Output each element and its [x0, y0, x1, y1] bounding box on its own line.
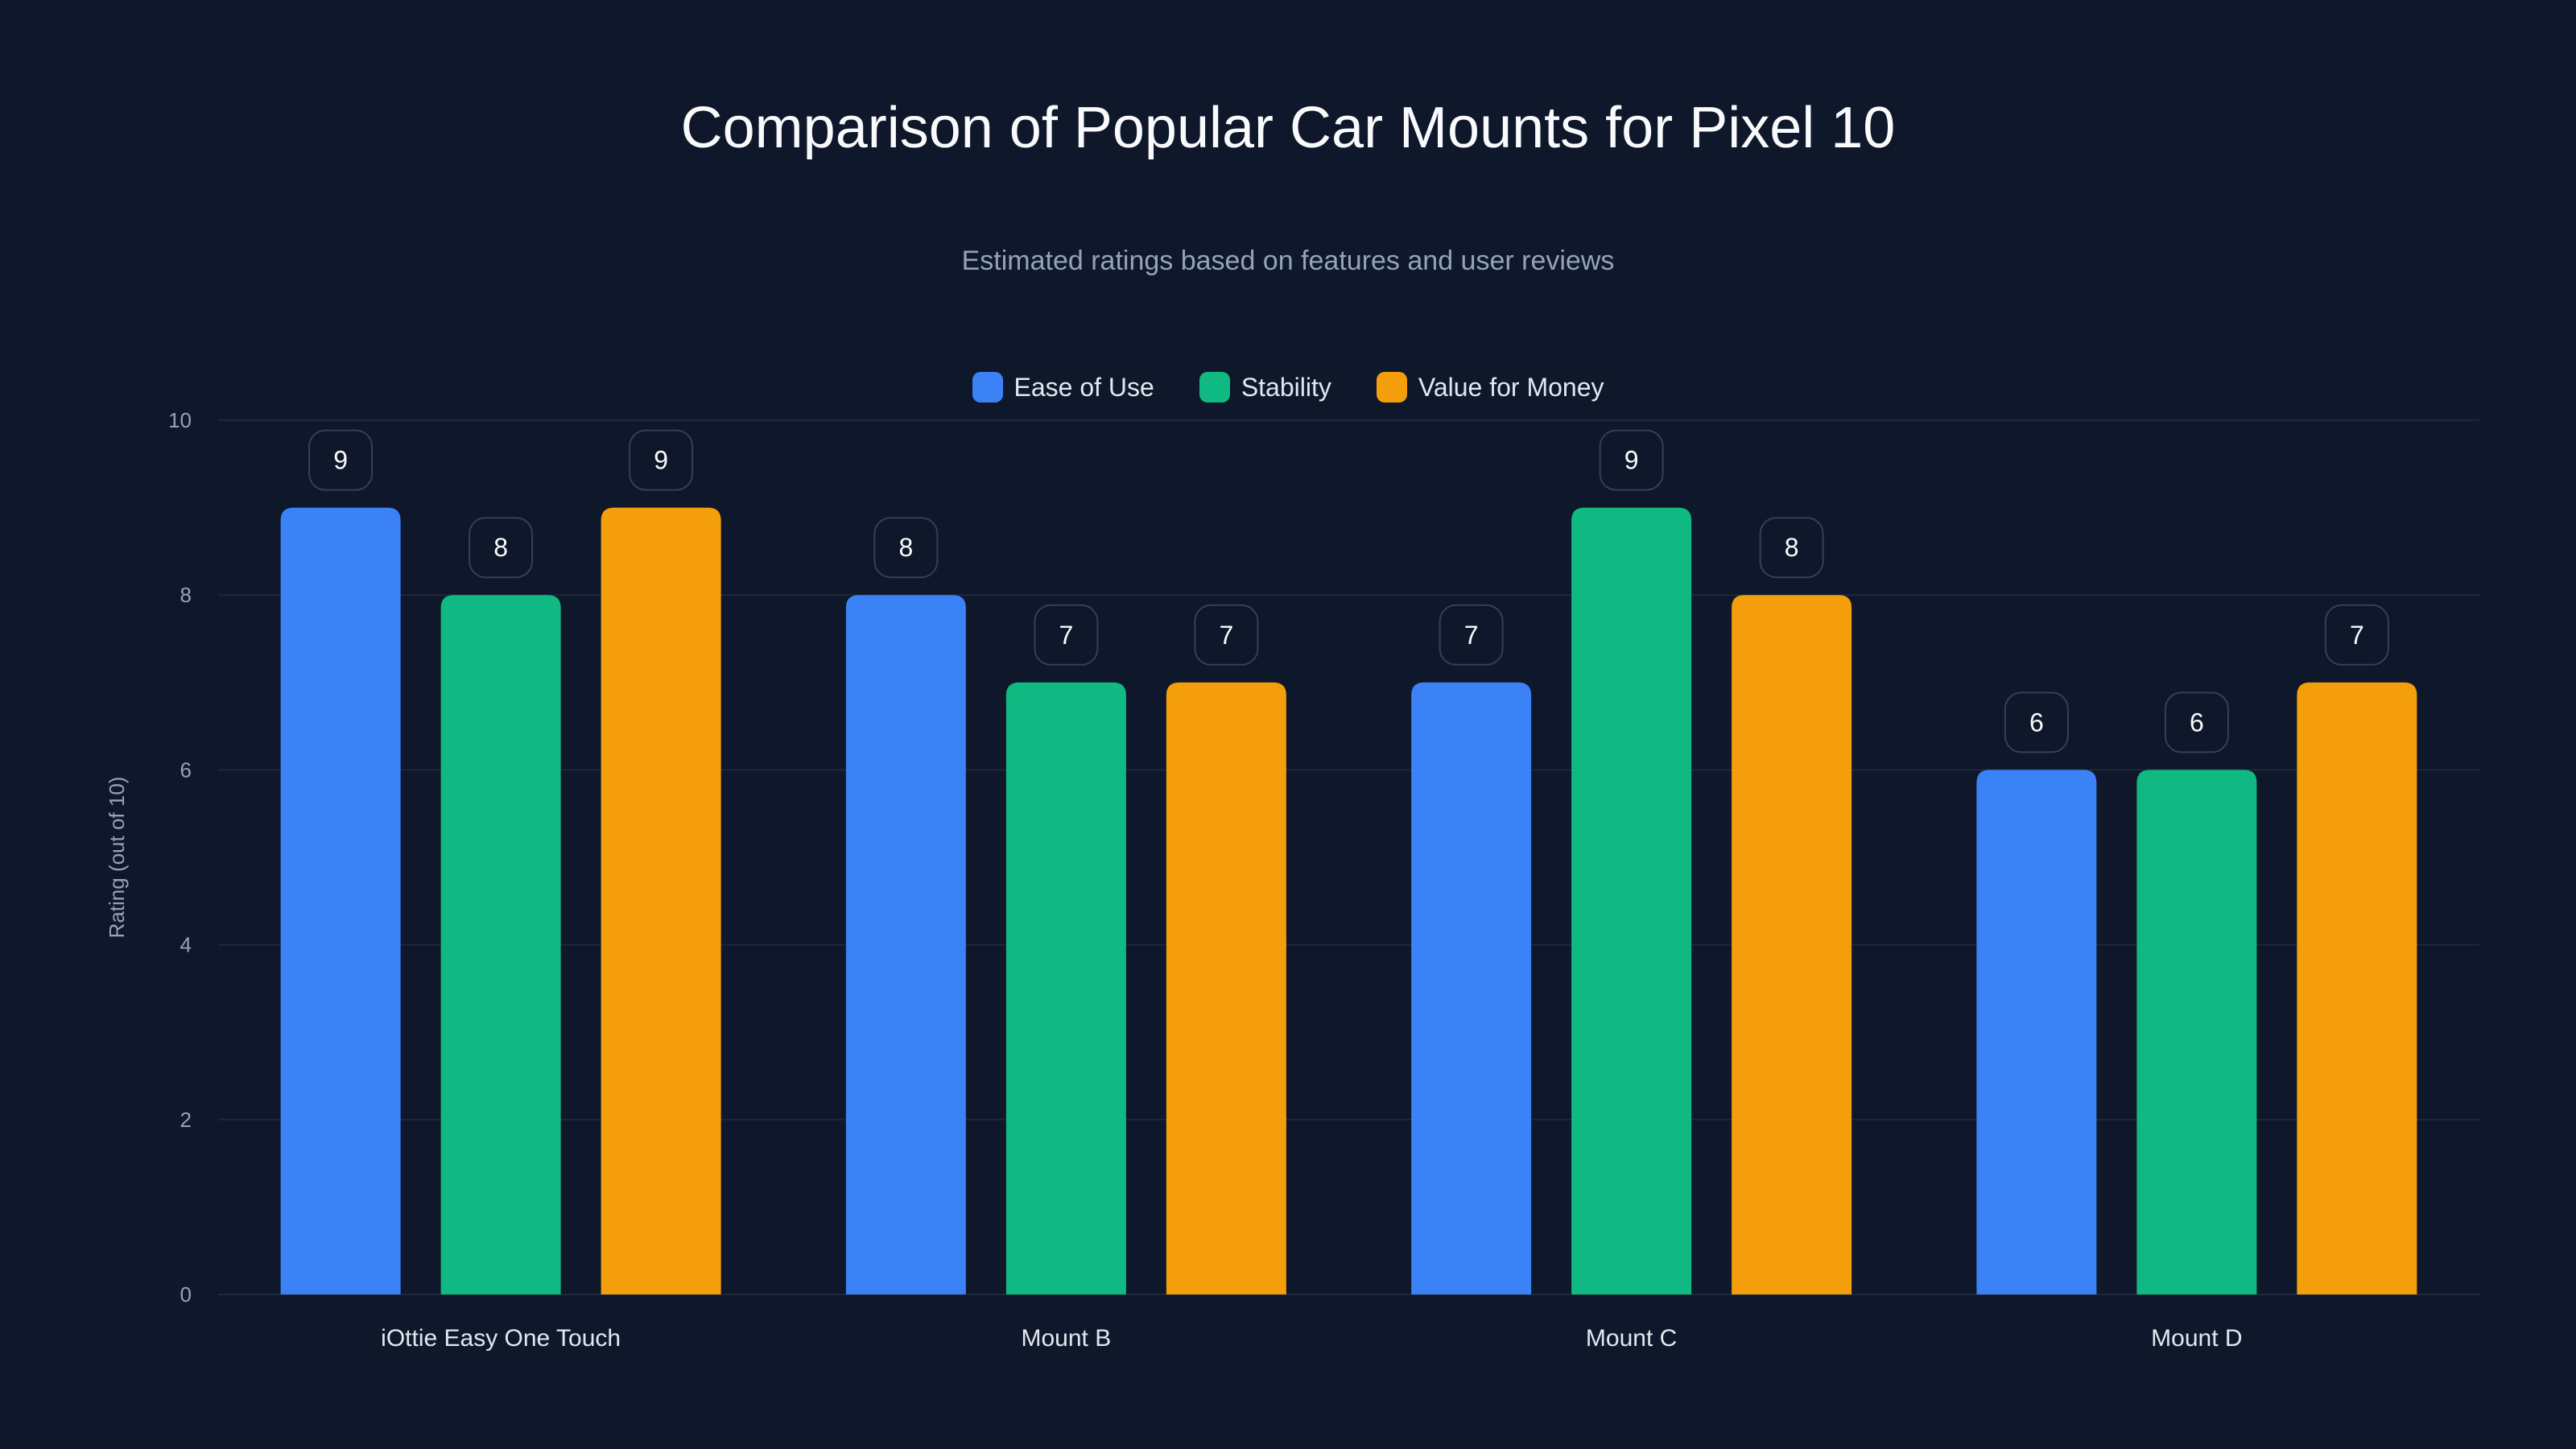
legend-label: Value for Money	[1418, 372, 1604, 402]
legend-label: Stability	[1241, 372, 1331, 402]
bar	[2297, 682, 2417, 1294]
x-tick-label: iOttie Easy One Touch	[381, 1325, 621, 1352]
legend-item-value-for-money[interactable]: Value for Money	[1376, 372, 1604, 402]
data-label: 6	[2029, 708, 2044, 737]
data-label-box	[2164, 691, 2229, 753]
legend-item-ease-of-use[interactable]: Ease of Use	[972, 372, 1154, 402]
y-tick-label: 6	[180, 758, 192, 782]
bar	[1571, 507, 1692, 1294]
data-label-box	[629, 429, 694, 491]
bar	[1732, 595, 1852, 1294]
data-label-box	[1194, 604, 1259, 666]
legend-item-stability[interactable]: Stability	[1199, 372, 1331, 402]
data-label-box	[2324, 604, 2389, 666]
bar	[1411, 682, 1532, 1294]
data-label-box	[1599, 429, 1664, 491]
data-label-box	[1759, 517, 1824, 579]
x-tick-label: Mount B	[1022, 1325, 1112, 1352]
data-label: 9	[654, 446, 668, 475]
legend-swatch	[972, 372, 1003, 402]
data-label: 6	[2190, 708, 2204, 737]
y-tick-label: 8	[180, 583, 192, 607]
y-tick-label: 0	[180, 1282, 192, 1307]
data-label-box	[873, 517, 939, 579]
bar	[440, 595, 561, 1294]
data-label-box	[1034, 604, 1099, 666]
legend-label: Ease of Use	[1013, 372, 1154, 402]
x-tick-label: Mount C	[1586, 1325, 1677, 1352]
y-tick-label: 4	[180, 933, 192, 957]
bar	[1166, 682, 1286, 1294]
chart-subtitle: Estimated ratings based on features and …	[961, 246, 1615, 276]
chart-title: Comparison of Popular Car Mounts for Pix…	[680, 96, 1896, 160]
data-label-box	[469, 517, 534, 579]
legend-swatch	[1199, 372, 1230, 402]
data-label: 9	[1624, 446, 1639, 475]
data-label: 7	[1464, 621, 1479, 650]
bar	[280, 507, 401, 1294]
y-axis-label: Rating (out of 10)	[105, 777, 129, 939]
bar	[1005, 682, 1126, 1294]
data-label: 9	[333, 446, 348, 475]
data-label-box	[2004, 691, 2069, 753]
data-label: 8	[493, 533, 508, 562]
data-label: 8	[1785, 533, 1799, 562]
bar	[1976, 770, 2097, 1294]
data-label: 7	[1219, 621, 1233, 650]
bar	[845, 595, 966, 1294]
y-tick-label: 10	[168, 408, 192, 432]
data-label: 8	[898, 533, 913, 562]
bar	[601, 507, 721, 1294]
x-tick-label: Mount D	[2151, 1325, 2242, 1352]
data-label-box	[1439, 604, 1504, 666]
legend-swatch	[1376, 372, 1407, 402]
y-tick-label: 2	[180, 1108, 192, 1132]
data-label: 7	[2350, 621, 2364, 650]
legend: Ease of Use Stability Value for Money	[0, 372, 2576, 402]
data-label-box	[308, 429, 374, 491]
bar	[2136, 770, 2257, 1294]
data-label: 7	[1059, 621, 1073, 650]
